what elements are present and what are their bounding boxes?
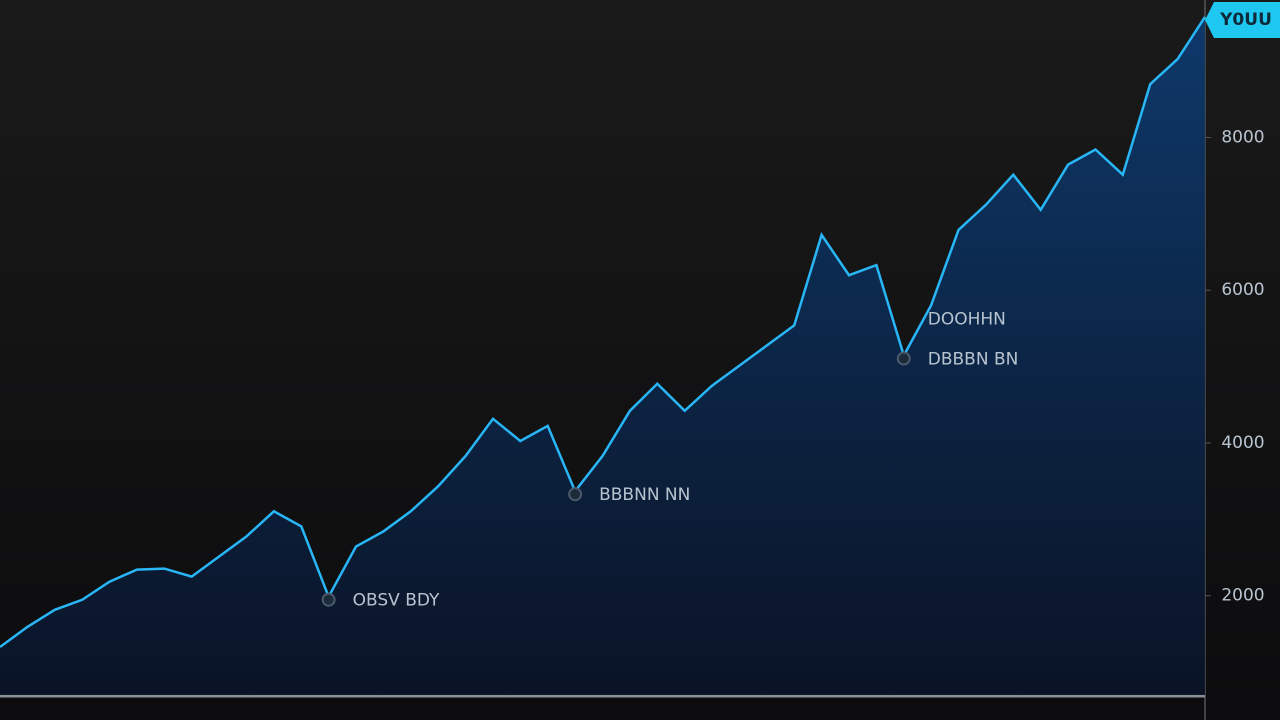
plot: 2000 4000 6000 8000 OBSV BDY BBBNN NN DOOHHN DB… [0, 16, 1265, 695]
annotation-dot [321, 592, 336, 607]
annotation-label: DBBBN BN [928, 350, 1019, 370]
annotation-dot [568, 487, 583, 502]
y-tick-label: 8000 [1221, 127, 1264, 147]
y-tick-label: 6000 [1221, 280, 1264, 300]
annotation-label: OBSV BDY [353, 591, 440, 611]
annotation-label: BBBNN NN [599, 485, 690, 505]
y-tick-label: 2000 [1221, 586, 1264, 606]
y-tick-label: 4000 [1221, 433, 1264, 453]
annotation-label: DOOHHN [928, 310, 1006, 330]
annotation-dot [896, 351, 911, 366]
line [0, 16, 1207, 649]
area [0, 16, 1205, 695]
current-value-label: Y0UU [1219, 10, 1272, 30]
current-value-tag [1205, 2, 1280, 38]
